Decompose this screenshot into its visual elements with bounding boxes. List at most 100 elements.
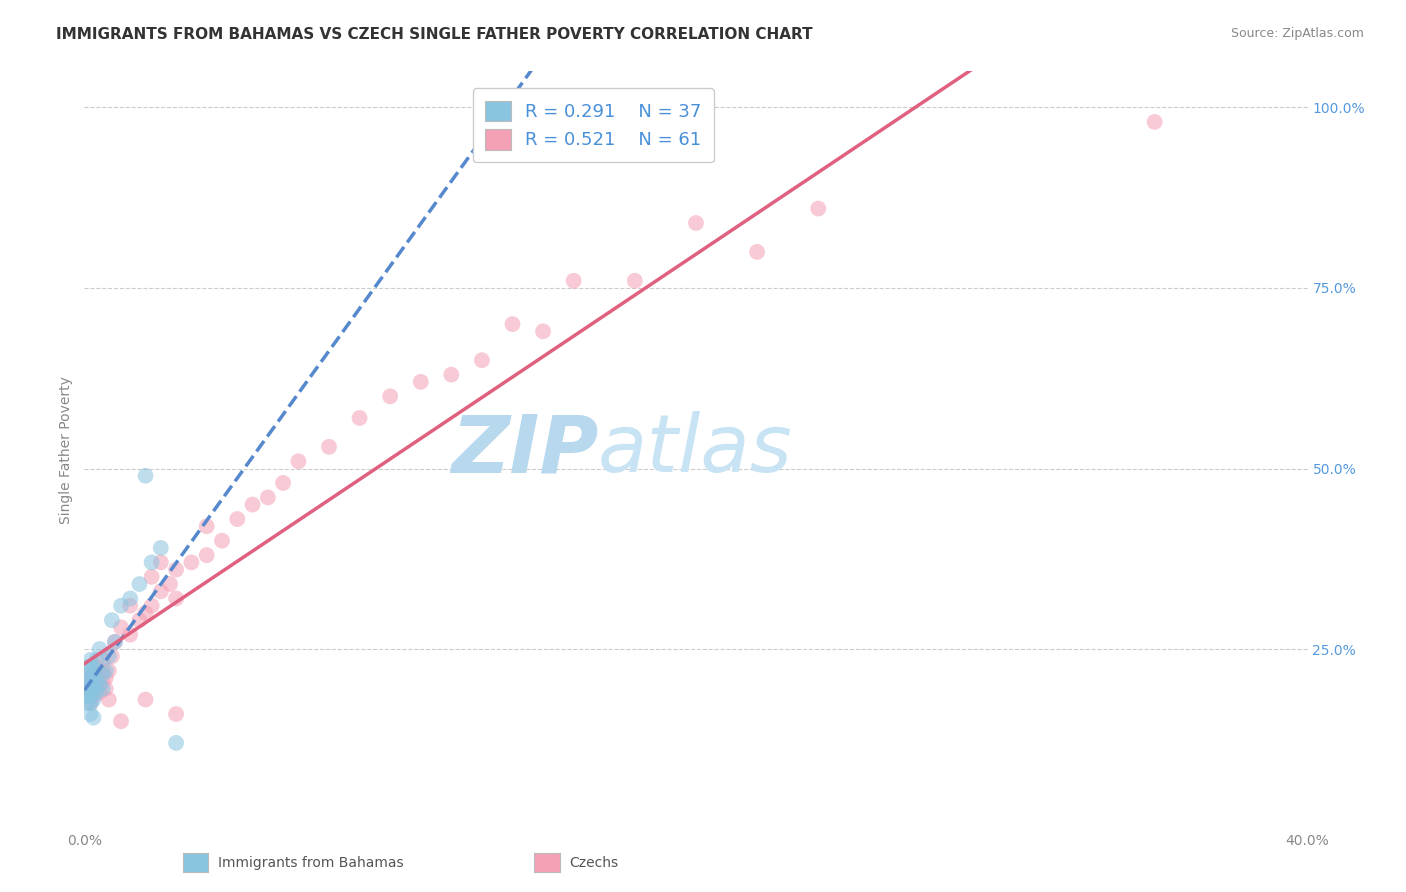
Point <box>287 454 309 468</box>
Point <box>91 681 114 696</box>
Point <box>83 667 105 681</box>
Point <box>135 606 157 620</box>
Point <box>502 317 524 331</box>
Point <box>165 591 187 606</box>
Point <box>97 664 120 678</box>
Point <box>97 649 120 664</box>
Legend: R = 0.291    N = 37, R = 0.521    N = 61: R = 0.291 N = 37, R = 0.521 N = 61 <box>472 88 714 162</box>
Point <box>110 620 132 634</box>
Point <box>120 591 142 606</box>
Point <box>195 519 218 533</box>
Point <box>76 660 98 674</box>
Point <box>76 671 98 685</box>
Point <box>91 674 114 689</box>
Point <box>86 681 108 696</box>
Point <box>110 714 132 729</box>
Point <box>97 692 120 706</box>
Text: IMMIGRANTS FROM BAHAMAS VS CZECH SINGLE FATHER POVERTY CORRELATION CHART: IMMIGRANTS FROM BAHAMAS VS CZECH SINGLE … <box>56 27 813 42</box>
Point <box>76 681 98 696</box>
Point <box>76 667 98 681</box>
Point <box>349 411 371 425</box>
Point <box>141 599 163 613</box>
Point <box>86 674 108 689</box>
Point <box>79 674 101 689</box>
Point <box>83 678 105 692</box>
Point <box>271 475 294 490</box>
Point <box>135 468 157 483</box>
Point <box>562 274 585 288</box>
Point <box>120 627 142 641</box>
Text: atlas: atlas <box>598 411 793 490</box>
Point <box>89 685 111 699</box>
Point <box>380 389 402 403</box>
Point <box>83 689 105 703</box>
Point <box>409 375 432 389</box>
Point <box>83 711 105 725</box>
Point <box>89 667 111 681</box>
Point <box>86 653 108 667</box>
Point <box>91 664 114 678</box>
Point <box>76 674 98 689</box>
Point <box>318 440 340 454</box>
Y-axis label: Single Father Poverty: Single Father Poverty <box>59 376 73 524</box>
Point <box>104 635 127 649</box>
Point <box>624 274 647 288</box>
Point <box>226 512 249 526</box>
Point <box>79 660 101 674</box>
Point <box>83 667 105 681</box>
Text: Source: ZipAtlas.com: Source: ZipAtlas.com <box>1230 27 1364 40</box>
Point <box>91 653 114 667</box>
Point <box>79 685 101 699</box>
Point <box>101 649 124 664</box>
Point <box>79 696 101 710</box>
Point <box>747 244 769 259</box>
Point <box>79 681 101 696</box>
Point <box>79 689 101 703</box>
Point <box>94 681 117 696</box>
Point <box>79 671 101 685</box>
Point <box>89 678 111 692</box>
Point <box>94 664 117 678</box>
Point <box>440 368 463 382</box>
Point <box>89 642 111 657</box>
Point <box>86 685 108 699</box>
Point <box>83 681 105 696</box>
Point <box>141 555 163 569</box>
Point <box>141 570 163 584</box>
Point <box>83 692 105 706</box>
Point <box>180 555 202 569</box>
Point <box>149 584 172 599</box>
Point <box>165 563 187 577</box>
Point <box>104 635 127 649</box>
Point <box>149 541 172 555</box>
Point <box>79 653 101 667</box>
Point <box>159 577 181 591</box>
Point <box>89 678 111 692</box>
Point <box>110 599 132 613</box>
Point <box>257 491 280 505</box>
Point <box>1143 115 1166 129</box>
Point <box>685 216 707 230</box>
Text: Czechs: Czechs <box>569 855 619 870</box>
Point <box>807 202 830 216</box>
Point <box>79 706 101 721</box>
Point <box>86 671 108 685</box>
Point <box>79 696 101 710</box>
Point <box>471 353 494 368</box>
Point <box>76 696 98 710</box>
Point <box>76 689 98 703</box>
Point <box>211 533 233 548</box>
Point <box>242 498 264 512</box>
Text: ZIP: ZIP <box>451 411 598 490</box>
Point <box>86 660 108 674</box>
Point <box>120 599 142 613</box>
Text: Immigrants from Bahamas: Immigrants from Bahamas <box>218 855 404 870</box>
Point <box>149 555 172 569</box>
Point <box>135 692 157 706</box>
Point <box>94 671 117 685</box>
Point <box>165 706 187 721</box>
Point <box>83 660 105 674</box>
Point <box>91 667 114 681</box>
Point <box>101 613 124 627</box>
Point <box>76 681 98 696</box>
